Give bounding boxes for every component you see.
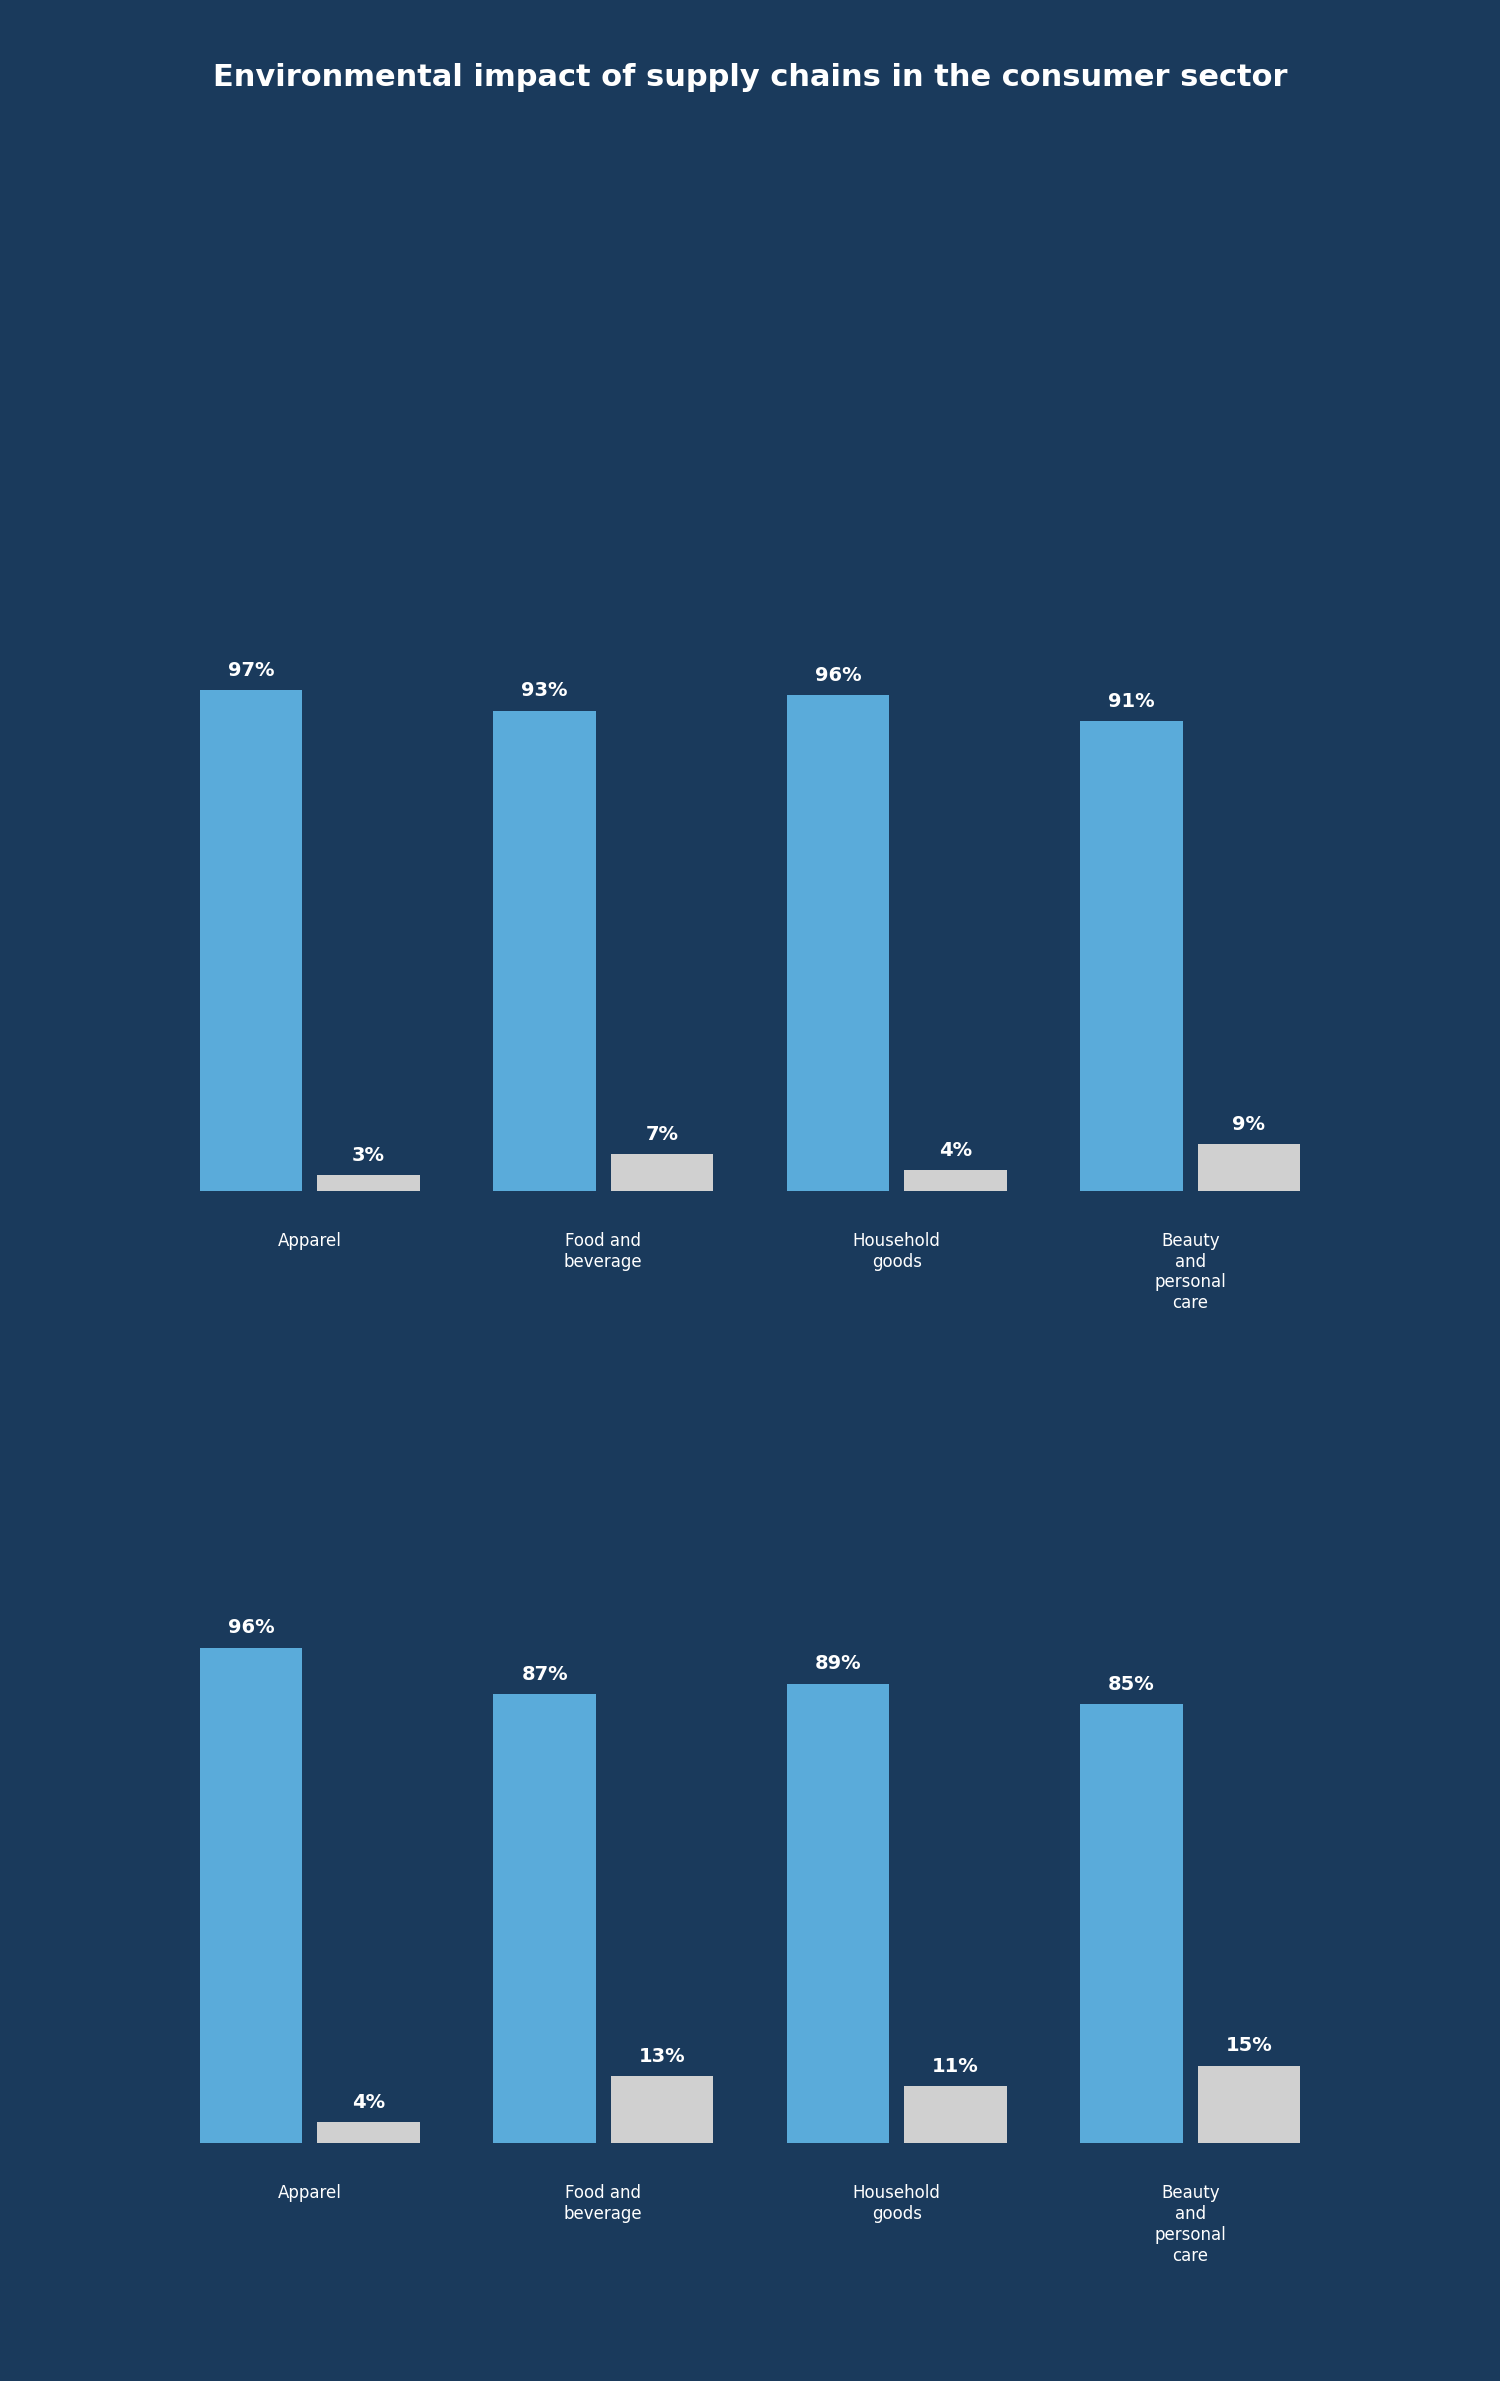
Text: Household
goods: Household goods [853,1231,940,1271]
Bar [610,1155,714,1190]
Text: 89%: 89% [815,1655,861,1674]
Bar [610,2076,714,2143]
Text: 3%: 3% [352,1145,386,1164]
Text: 15%: 15% [1226,2036,1272,2055]
Text: Apparel: Apparel [278,2183,342,2202]
Bar [904,1169,1007,1190]
Text: Beauty
and
personal
care: Beauty and personal care [1155,1231,1226,1312]
Text: 85%: 85% [1108,1676,1155,1695]
Text: 97%: 97% [228,662,274,681]
Bar [1197,1145,1300,1190]
Bar [786,695,889,1190]
Text: Household
goods: Household goods [853,2183,940,2224]
Bar [316,2121,420,2143]
Text: >90% of natural capital impact (eg, affecting air, soil, land) of consumer secto: >90% of natural capital impact (eg, affe… [30,300,1054,357]
Text: 9%: 9% [1233,1114,1266,1133]
Bar [200,1648,303,2143]
Text: 91%: 91% [1108,693,1155,710]
Bar [1080,1705,1184,2143]
Text: 4%: 4% [939,1140,972,1160]
Text: 7%: 7% [645,1126,678,1145]
Bar [200,690,303,1190]
Text: Food and
beverage: Food and beverage [564,2183,642,2224]
Bar [786,1683,889,2143]
Text: 11%: 11% [932,2057,980,2076]
Text: Environmental impact of supply chains in the consumer sector: Environmental impact of supply chains in… [213,62,1287,93]
Bar [1080,721,1184,1190]
Bar [904,2086,1007,2143]
Text: Apparel: Apparel [278,1231,342,1250]
Text: 13%: 13% [639,2048,686,2064]
Bar [494,1695,596,2143]
Bar [494,710,596,1190]
Text: Beauty
and
personal
care: Beauty and personal care [1155,2183,1226,2264]
Text: 93%: 93% [522,681,568,700]
Text: 87%: 87% [522,1664,568,1683]
Text: 4%: 4% [352,2093,386,2112]
Text: 96%: 96% [228,1619,274,1638]
Bar [316,1174,420,1190]
Text: Food and
beverage: Food and beverage [564,1231,642,1271]
Text: 96%: 96% [815,667,861,686]
Text: >80% of greenhouse-gas (GHG) emsissions in most concumer-goods
categories are in: >80% of greenhouse-gas (GHG) emsissions … [30,1314,895,1371]
Bar [1197,2064,1300,2143]
